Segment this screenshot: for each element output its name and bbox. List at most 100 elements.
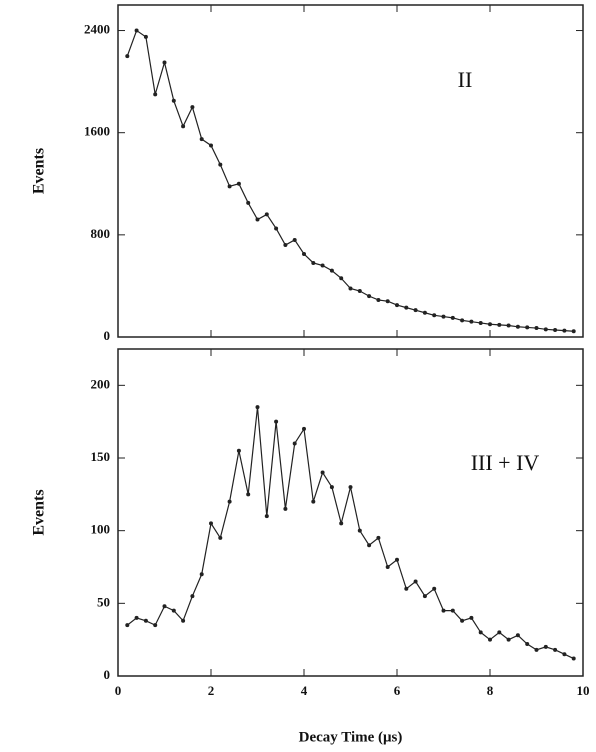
data-point bbox=[339, 276, 344, 281]
y-tick-label: 100 bbox=[91, 522, 111, 537]
y-tick-label: 800 bbox=[91, 226, 111, 241]
panel-label: II bbox=[458, 67, 473, 92]
data-point bbox=[246, 200, 251, 205]
data-point bbox=[190, 105, 195, 110]
data-point bbox=[376, 535, 381, 540]
data-point bbox=[543, 644, 548, 649]
data-point bbox=[329, 485, 334, 490]
data-point bbox=[292, 237, 297, 242]
data-point bbox=[320, 470, 325, 475]
x-tick-label: 4 bbox=[301, 683, 308, 698]
data-point bbox=[404, 305, 409, 310]
data-point bbox=[274, 226, 279, 231]
data-point bbox=[302, 426, 306, 431]
data-point bbox=[450, 608, 455, 613]
data-point bbox=[469, 615, 474, 620]
data-point bbox=[181, 618, 186, 623]
data-point bbox=[488, 322, 492, 327]
data-point bbox=[553, 647, 558, 652]
data-point bbox=[134, 28, 139, 33]
data-point bbox=[367, 294, 372, 299]
x-tick-label: 8 bbox=[487, 683, 494, 698]
data-point bbox=[302, 252, 306, 256]
data-point bbox=[478, 630, 483, 635]
data-point bbox=[255, 405, 260, 410]
data-point bbox=[534, 326, 539, 331]
data-point bbox=[413, 579, 418, 584]
data-point bbox=[376, 297, 381, 302]
data-point bbox=[209, 521, 213, 526]
data-point bbox=[562, 328, 567, 333]
data-point bbox=[534, 647, 539, 652]
data-point bbox=[236, 448, 241, 453]
data-point bbox=[264, 514, 269, 519]
y-tick-label: 1600 bbox=[84, 124, 110, 139]
data-point bbox=[125, 54, 130, 59]
x-axis-label: Decay Time (μs) bbox=[299, 729, 403, 745]
data-point bbox=[162, 60, 167, 65]
data-point bbox=[311, 260, 316, 265]
data-point bbox=[162, 604, 167, 609]
data-point bbox=[395, 557, 399, 562]
data-point bbox=[209, 143, 213, 148]
data-point bbox=[488, 637, 492, 642]
panel-label: III + IV bbox=[471, 450, 540, 475]
data-point bbox=[441, 314, 446, 319]
data-point bbox=[199, 572, 204, 577]
plot-frame bbox=[117, 4, 584, 338]
data-point bbox=[469, 319, 474, 324]
data-point bbox=[348, 286, 353, 291]
data-point bbox=[422, 594, 427, 599]
data-point bbox=[348, 485, 353, 490]
data-point bbox=[264, 212, 269, 217]
data-point bbox=[432, 586, 437, 591]
data-point bbox=[153, 623, 158, 628]
data-point bbox=[450, 315, 455, 320]
y-tick-label: 2400 bbox=[84, 22, 110, 37]
data-point bbox=[422, 310, 427, 315]
data-point bbox=[497, 322, 502, 327]
y-tick-label: 0 bbox=[104, 328, 111, 343]
data-point bbox=[283, 506, 288, 511]
data-point bbox=[460, 618, 465, 623]
data-point bbox=[236, 181, 241, 186]
data-point bbox=[571, 329, 576, 334]
data-point bbox=[506, 323, 511, 328]
data-point bbox=[515, 324, 520, 329]
data-point bbox=[506, 637, 511, 642]
data-point bbox=[181, 124, 186, 129]
data-point bbox=[320, 263, 325, 268]
data-point bbox=[171, 98, 176, 103]
data-point bbox=[413, 308, 418, 313]
data-point bbox=[553, 327, 558, 332]
y-tick-label: 50 bbox=[97, 594, 110, 609]
x-tick-label: 2 bbox=[208, 683, 215, 698]
data-point bbox=[432, 313, 437, 318]
y-axis-label: Events bbox=[31, 148, 48, 194]
y-axis-label: Events bbox=[31, 489, 48, 535]
data-point bbox=[292, 441, 297, 446]
data-point bbox=[478, 320, 483, 325]
data-point bbox=[395, 303, 399, 308]
y-tick-label: 0 bbox=[104, 667, 111, 682]
data-point bbox=[153, 92, 158, 97]
data-point bbox=[218, 535, 223, 540]
data-point bbox=[218, 162, 223, 167]
x-tick-label: 0 bbox=[115, 683, 122, 698]
data-point bbox=[497, 630, 502, 635]
data-point bbox=[246, 492, 251, 497]
data-point bbox=[357, 528, 362, 533]
data-point bbox=[460, 318, 465, 323]
data-point bbox=[525, 642, 530, 647]
data-point bbox=[385, 565, 390, 569]
data-point bbox=[404, 586, 409, 591]
data-point bbox=[125, 623, 130, 628]
data-point bbox=[562, 652, 567, 657]
data-point bbox=[274, 419, 279, 424]
data-point bbox=[134, 615, 139, 620]
data-point bbox=[357, 289, 362, 294]
data-point bbox=[311, 499, 316, 504]
data-point bbox=[441, 608, 446, 613]
data-point bbox=[227, 499, 232, 504]
